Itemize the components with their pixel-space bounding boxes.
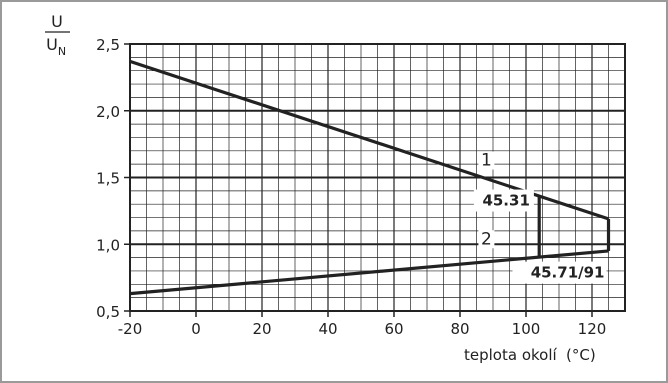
- y-tick-label: 1,5: [96, 170, 120, 188]
- x-tick-label: 40: [318, 320, 337, 338]
- series-line-1: [129, 59, 610, 221]
- axis-ticks: -20 0 20 40 60 80 100 120 0,5 1,0 1,5 2,0 2,5: [96, 36, 606, 338]
- ylabel-numerator: U: [51, 12, 63, 31]
- x-tick-label: 80: [450, 320, 469, 338]
- y-tick-label: 2,5: [96, 36, 120, 54]
- x-tick-label: 120: [578, 320, 607, 338]
- y-tick-label: 2,0: [96, 103, 120, 121]
- x-tick-label: 100: [512, 320, 541, 338]
- region-label-45-31: 45.31: [482, 192, 529, 210]
- region-label-bg: [512, 261, 607, 284]
- y-tick-label: 1,0: [96, 236, 120, 254]
- series-line-2: [129, 249, 609, 296]
- xlabel: teplota okolí: [464, 346, 557, 364]
- line-label-1: 1: [481, 150, 492, 170]
- y-tick-label: 0,5: [96, 303, 120, 321]
- x-tick-label: 60: [384, 320, 403, 338]
- ylabel-denominator: U: [46, 35, 58, 54]
- annotation-labels: 1 2 45.31 45.71/91: [473, 150, 607, 284]
- x-tick-label: -20: [118, 320, 143, 338]
- region-markers: [537, 196, 611, 258]
- line-label-2: 2: [481, 229, 492, 249]
- region-label-45-71-91: 45.71/91: [531, 264, 605, 282]
- line-label-bg: [478, 151, 495, 170]
- x-tick-label: 0: [191, 320, 201, 338]
- xlabel-unit: (°C): [566, 346, 596, 364]
- ylabel-denominator-subscript: N: [58, 45, 66, 58]
- line-label-bg: [478, 230, 495, 249]
- region-label-bg: [473, 189, 534, 212]
- x-tick-label: 20: [252, 320, 271, 338]
